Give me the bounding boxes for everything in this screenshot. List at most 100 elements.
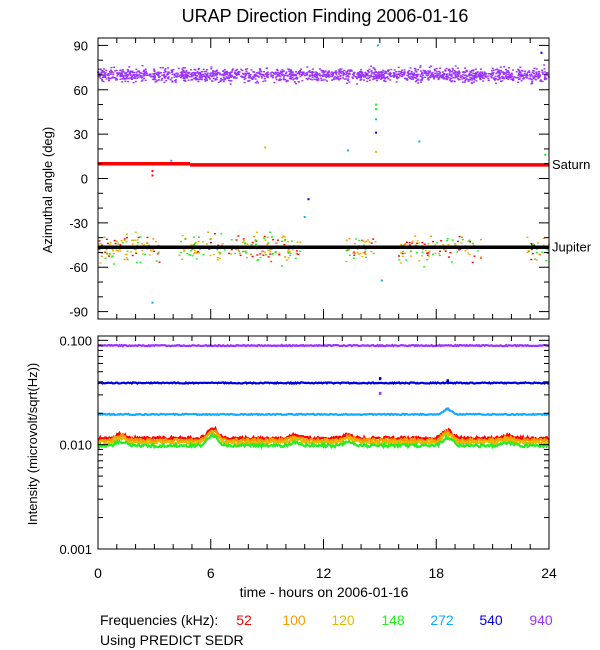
data-point-940khz [184, 74, 187, 76]
data-point-52khz [447, 256, 450, 258]
data-point-940khz [128, 72, 131, 75]
data-point-940khz [145, 72, 148, 75]
data-point-940khz [428, 70, 431, 72]
data-point-940khz [127, 69, 129, 71]
data-point-940khz [311, 76, 314, 79]
data-point-940khz [470, 77, 473, 80]
data-point-940khz [301, 74, 303, 76]
data-point-120khz [241, 241, 244, 243]
data-point-148khz [189, 254, 192, 256]
data-point-120khz [119, 250, 122, 252]
data-point-100khz [370, 250, 373, 253]
data-point-940khz [507, 72, 510, 74]
data-point-940khz [167, 76, 170, 78]
data-point-52khz [228, 252, 231, 255]
data-point-940khz [203, 75, 206, 77]
data-point-120khz [414, 244, 417, 246]
data-point-148khz [264, 254, 267, 256]
data-point-100khz [198, 248, 201, 250]
data-point-940khz [410, 70, 413, 73]
data-point-940khz [340, 72, 343, 75]
data-point-940khz [291, 74, 294, 77]
data-point-940khz [326, 72, 329, 74]
data-point-940khz [451, 67, 454, 70]
data-point-940khz [188, 71, 191, 74]
data-point-940khz [403, 72, 406, 74]
data-point-52khz [208, 248, 211, 250]
data-point-940khz [475, 76, 478, 79]
data-point-940khz [222, 70, 225, 72]
data-point-148khz [281, 265, 283, 267]
data-point-120khz [125, 253, 128, 255]
data-point-940khz [381, 74, 384, 77]
data-point-940khz [412, 78, 415, 80]
data-point-940khz [224, 74, 226, 76]
data-point-100khz [136, 239, 139, 241]
data-point-52khz [459, 248, 462, 251]
data-point-940khz [222, 76, 225, 79]
data-point-940khz [344, 73, 347, 76]
data-point-940khz [122, 78, 125, 80]
data-point-940khz [370, 73, 373, 75]
data-point-120khz [467, 252, 470, 254]
data-point-940khz [153, 70, 156, 72]
data-point-940khz [480, 74, 483, 76]
data-point-940khz [503, 66, 506, 68]
data-point-940khz [318, 68, 321, 70]
data-point-940khz [531, 81, 534, 83]
data-point-120khz [427, 243, 430, 245]
data-point-940khz [431, 71, 434, 74]
data-point-940khz [234, 70, 237, 72]
data-point-148khz [259, 256, 262, 259]
data-point-940khz [434, 74, 437, 77]
data-point-940khz [466, 75, 469, 78]
data-point-940khz [223, 72, 226, 74]
data-point-52khz [353, 251, 356, 253]
data-point-940khz [406, 71, 409, 74]
data-point-940khz [348, 81, 351, 83]
data-point-52khz [363, 252, 366, 254]
data-point-940khz [197, 72, 200, 74]
data-point-100khz [216, 257, 219, 259]
data-point-940khz [372, 78, 375, 81]
legend-items: 52 100 120 148 272 540 940 [236, 612, 553, 628]
y-tick-label: 0.001 [59, 542, 92, 557]
data-point-100khz [266, 243, 269, 246]
outlier-point [540, 51, 543, 54]
data-point-940khz [228, 72, 231, 74]
data-point-940khz [231, 69, 234, 71]
data-point-940khz [298, 73, 301, 76]
data-point-940khz [137, 71, 140, 73]
data-point-52khz [546, 252, 549, 254]
data-point-940khz [318, 74, 321, 76]
data-point-940khz [277, 73, 280, 75]
data-point-940khz [314, 76, 316, 78]
data-point-940khz [194, 76, 197, 79]
data-point-940khz [384, 78, 386, 80]
data-point-940khz [203, 70, 206, 73]
data-point-940khz [520, 75, 523, 77]
data-point-120khz [411, 240, 414, 242]
data-point-940khz [431, 76, 434, 78]
data-point-940khz [212, 77, 215, 80]
data-point-940khz [104, 71, 107, 74]
data-point-940khz [202, 73, 205, 76]
data-point-940khz [444, 70, 447, 72]
data-point-100khz [242, 240, 245, 242]
data-point-940khz [491, 72, 494, 74]
data-point-100khz [157, 244, 160, 247]
y-tick-label: -60 [69, 260, 88, 275]
data-point-940khz [323, 74, 326, 76]
data-point-940khz [121, 74, 124, 76]
data-point-940khz [220, 79, 222, 81]
data-point-940khz [409, 77, 412, 79]
data-point-148khz [186, 253, 189, 255]
data-point-940khz [407, 76, 410, 78]
data-point-120khz [194, 252, 197, 254]
data-point-940khz [174, 80, 177, 82]
data-point-940khz [157, 76, 160, 79]
data-point-940khz [270, 75, 273, 78]
data-point-940khz [416, 78, 419, 80]
data-point-940khz [439, 71, 442, 74]
data-point-940khz [160, 72, 163, 74]
